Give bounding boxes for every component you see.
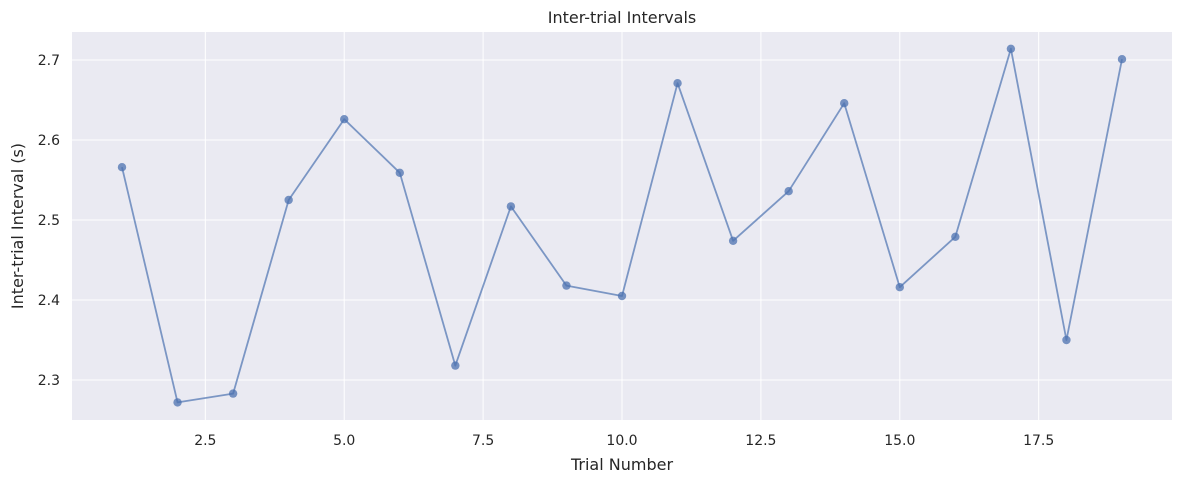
data-point — [840, 99, 849, 108]
data-point — [1062, 335, 1071, 345]
y-tick-label: 2.5 — [38, 213, 60, 229]
chart-title: Inter-trial Intervals — [548, 8, 697, 27]
y-tick-label: 2.3 — [38, 373, 60, 389]
y-axis-label: Inter-trial Interval (s) — [8, 143, 27, 309]
x-tick-label: 2.5 — [194, 433, 216, 449]
data-point — [506, 202, 516, 211]
x-tick-label: 10.0 — [606, 433, 637, 449]
y-tick-label: 2.7 — [38, 53, 60, 69]
x-tick-label: 12.5 — [745, 433, 776, 449]
data-point — [117, 163, 127, 172]
x-axis-ticks: 2.5 5.0 7.5 10.0 12.5 15.0 17.5 — [194, 433, 1054, 449]
x-axis-label: Trial Number — [570, 455, 673, 474]
data-point — [173, 398, 182, 407]
grid — [72, 32, 1172, 420]
data-point — [951, 232, 960, 241]
y-tick-label: 2.4 — [38, 293, 60, 309]
data-point — [284, 195, 293, 205]
y-tick-label: 2.6 — [38, 133, 60, 149]
data-point — [451, 361, 460, 370]
data-series — [117, 44, 1127, 407]
data-point — [395, 168, 404, 177]
x-tick-label: 5.0 — [333, 433, 355, 449]
data-point — [728, 236, 738, 245]
data-point — [228, 389, 238, 398]
data-point — [784, 187, 793, 196]
x-tick-label: 7.5 — [472, 433, 494, 449]
data-point — [895, 283, 904, 292]
x-tick-label: 17.5 — [1023, 433, 1054, 449]
data-point — [1006, 44, 1016, 53]
data-point — [562, 281, 571, 290]
data-point — [340, 115, 349, 124]
x-tick-label: 15.0 — [884, 433, 915, 449]
data-point — [1117, 55, 1127, 64]
data-point — [673, 79, 682, 88]
y-axis-ticks: 2.3 2.4 2.5 2.6 2.7 — [38, 53, 60, 389]
data-point — [617, 291, 627, 301]
